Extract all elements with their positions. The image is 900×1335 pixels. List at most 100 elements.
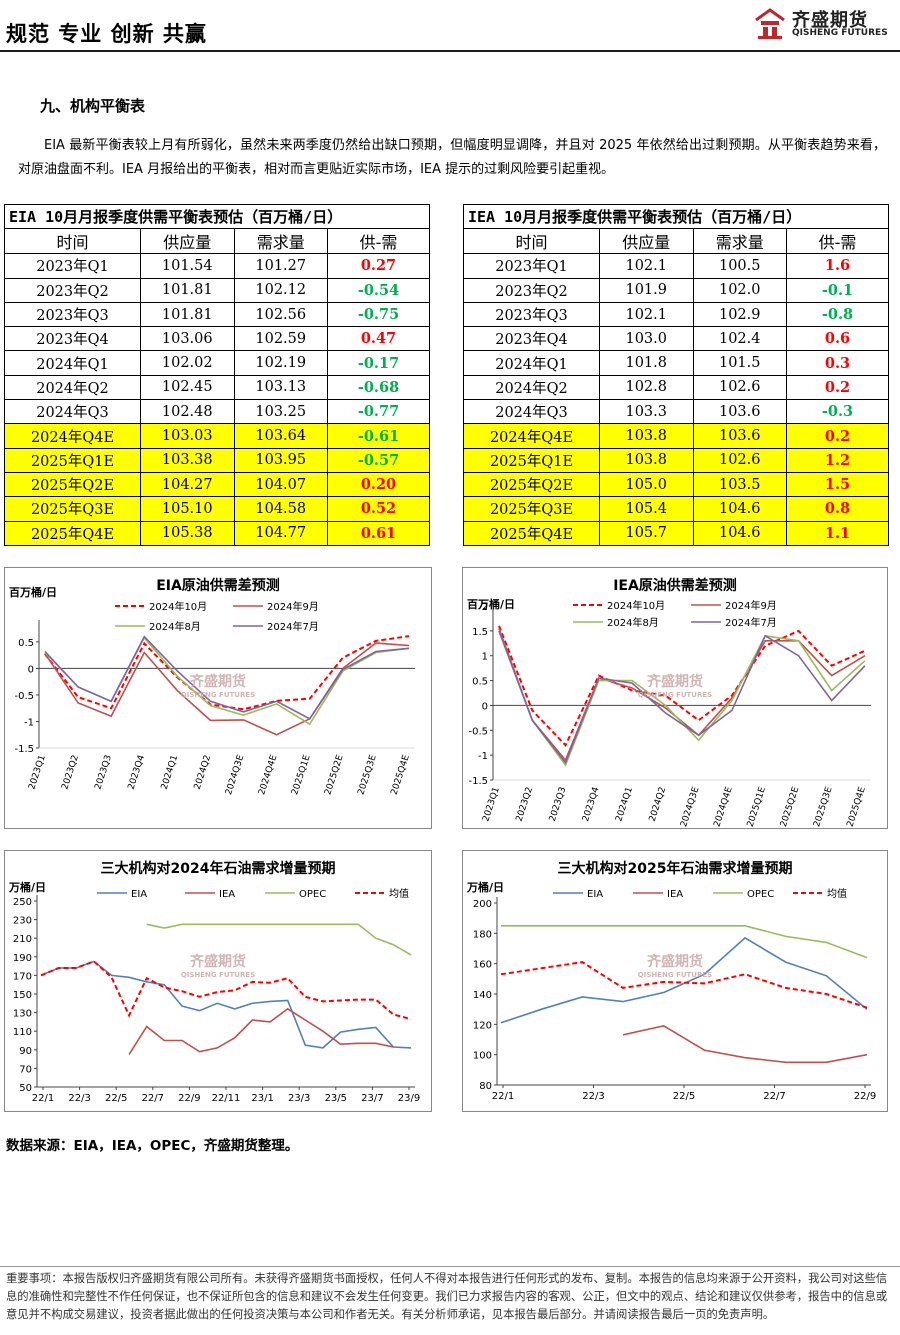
- y-tick-label: 250: [13, 897, 32, 908]
- series-line-2: [501, 925, 868, 959]
- watermark-logo: 齐盛期货 QISHENG FUTURES: [637, 674, 713, 699]
- table-row: 2025年Q3E 105.4 104.6 0.8: [463, 496, 889, 522]
- x-tick-label: 2025Q3E: [356, 754, 378, 797]
- balance-cell: 0.47: [327, 326, 430, 352]
- y-tick-label: 80: [479, 1081, 492, 1092]
- table-cell: 2024年Q3: [4, 399, 141, 425]
- table-cell: 101.5: [692, 350, 787, 376]
- x-tick-label: 2023Q4: [127, 754, 148, 791]
- table-cell: 2025年Q1E: [463, 447, 600, 473]
- x-tick-label: 23/9: [398, 1093, 420, 1104]
- x-tick-label: 2024Q4E: [257, 754, 279, 797]
- table-cell: 102.59: [233, 326, 328, 352]
- table-row: 2025年Q4E 105.7 104.6 1.1: [463, 520, 889, 546]
- table-cell: 102.0: [692, 277, 787, 303]
- y-tick-label: 1: [482, 652, 488, 663]
- eia-balance-table: EIA 10月月报季度供需平衡表预估（百万桶/日） 时间 供应量 需求量 供-需 2023…: [4, 203, 430, 546]
- chart-title: 三大机构对2025年石油需求增量预期: [558, 860, 793, 877]
- table-cell: 105.10: [140, 496, 235, 522]
- header-divider: [0, 50, 900, 52]
- table-cell: 103.06: [140, 326, 235, 352]
- y-axis-label: 万桶/日: [8, 880, 46, 894]
- table-row: 2024年Q1 101.8 101.5 0.3: [463, 350, 889, 376]
- legend-label: 2024年10月: [149, 600, 207, 613]
- y-tick-label: 190: [13, 953, 32, 964]
- table-row: 2024年Q3 103.3 103.6 -0.3: [463, 399, 889, 425]
- series-line-1: [622, 1024, 868, 1064]
- balance-cell: 0.3: [786, 350, 889, 376]
- x-tick-label: 22/1: [32, 1093, 54, 1104]
- x-tick-label: 2025Q2E: [779, 786, 801, 828]
- x-tick-label: 23/5: [325, 1093, 347, 1104]
- table-cell: 101.9: [599, 277, 694, 303]
- y-tick-label: 2: [482, 602, 488, 613]
- table-row: 2025年Q2E 105.0 103.5 1.5: [463, 471, 889, 498]
- watermark-logo: 齐盛期货 QISHENG FUTURES: [180, 674, 256, 699]
- table-row: 2025年Q1E 103.38 103.95 -0.57: [4, 447, 430, 473]
- x-tick-label: 2024Q2: [648, 786, 669, 823]
- table-cell: 104.07: [233, 471, 328, 498]
- series-line-1: [498, 628, 866, 762]
- x-tick-label: 2023Q1: [27, 754, 48, 791]
- y-tick-label: 0: [28, 664, 34, 675]
- balance-cell: -0.75: [327, 301, 430, 328]
- table-cell: 105.7: [599, 520, 694, 546]
- table-cell: 103.8: [599, 423, 694, 449]
- series-line-0: [500, 936, 868, 1024]
- balance-cell: -0.68: [327, 374, 430, 401]
- table-cell: 2023年Q4: [4, 326, 141, 352]
- y-tick-label: 0: [482, 701, 488, 712]
- balance-cell: 0.52: [327, 496, 430, 522]
- table-cell: 105.38: [140, 520, 235, 546]
- iea-supply-demand-gap-chart: IEA原油供需差预测 百万桶/日 2 1.5 1 0.5 0 -0.5 -1 -1.5 2023Q1…: [462, 567, 888, 829]
- table-cell: 2025年Q3E: [4, 496, 141, 522]
- balance-cell: -0.17: [327, 350, 430, 376]
- table-cell: 102.9: [692, 301, 787, 328]
- x-tick-label: 2024Q3E: [679, 786, 701, 828]
- table-cell: 2025年Q4E: [463, 520, 600, 546]
- balance-cell: 0.8: [786, 496, 889, 522]
- x-tick-label: 2024Q1: [614, 786, 635, 823]
- y-tick-label: 140: [473, 990, 492, 1001]
- table-cell: 101.27: [233, 253, 328, 279]
- column-header: 供-需: [327, 228, 430, 255]
- x-tick-label: 2023Q1: [481, 786, 502, 823]
- table-row: 2024年Q2 102.8 102.6 0.2: [463, 374, 889, 401]
- table-row: 2025年Q2E 104.27 104.07 0.20: [4, 471, 430, 498]
- table-cell: 103.13: [233, 374, 328, 401]
- table-cell: 104.6: [692, 520, 787, 546]
- table-cell: 102.19: [233, 350, 328, 376]
- column-header: 供-需: [786, 228, 889, 255]
- y-tick-label: 0.5: [472, 677, 488, 688]
- series-line-3: [44, 635, 410, 720]
- table-cell: 103.64: [233, 423, 328, 449]
- balance-cell: 1.2: [786, 447, 889, 473]
- table-cell: 102.1: [599, 301, 694, 328]
- table-title: IEA 10月月报季度供需平衡表预估（百万桶/日）: [463, 203, 889, 230]
- table-row: 2025年Q3E 105.10 104.58 0.52: [4, 496, 430, 522]
- x-tick-label: 2023Q3: [548, 786, 569, 823]
- logo-text-cn: 齐盛期货: [792, 10, 868, 31]
- table-cell: 102.02: [140, 350, 235, 376]
- series-line-0: [498, 625, 866, 747]
- y-tick-label: 170: [13, 971, 32, 982]
- y-tick-label: 180: [473, 929, 492, 940]
- logo-mark-icon: [755, 8, 785, 39]
- x-tick-label: 2024Q3E: [224, 754, 246, 797]
- table-row: 2023年Q4 103.0 102.4 0.6: [463, 326, 889, 352]
- y-tick-label: 50: [19, 1083, 32, 1094]
- eia-supply-demand-gap-chart: EIA原油供需差预测 百万桶/日 0.5 0 -0.5 -1 -1.5 2023Q1 2023Q…: [4, 567, 432, 829]
- table-cell: 103.8: [599, 447, 694, 473]
- legend-label: IEA: [219, 889, 235, 900]
- table-cell: 2025年Q1E: [4, 447, 141, 473]
- table-row: 2023年Q2 101.9 102.0 -0.1: [463, 277, 889, 303]
- table-cell: 102.56: [233, 301, 328, 328]
- table-cell: 104.58: [233, 496, 328, 522]
- y-tick-label: 210: [13, 934, 32, 945]
- table-cell: 103.25: [233, 399, 328, 425]
- table-cell: 102.4: [692, 326, 787, 352]
- x-tick-label: 2024Q4E: [712, 786, 734, 828]
- y-axis-label: 万桶/日: [466, 880, 504, 894]
